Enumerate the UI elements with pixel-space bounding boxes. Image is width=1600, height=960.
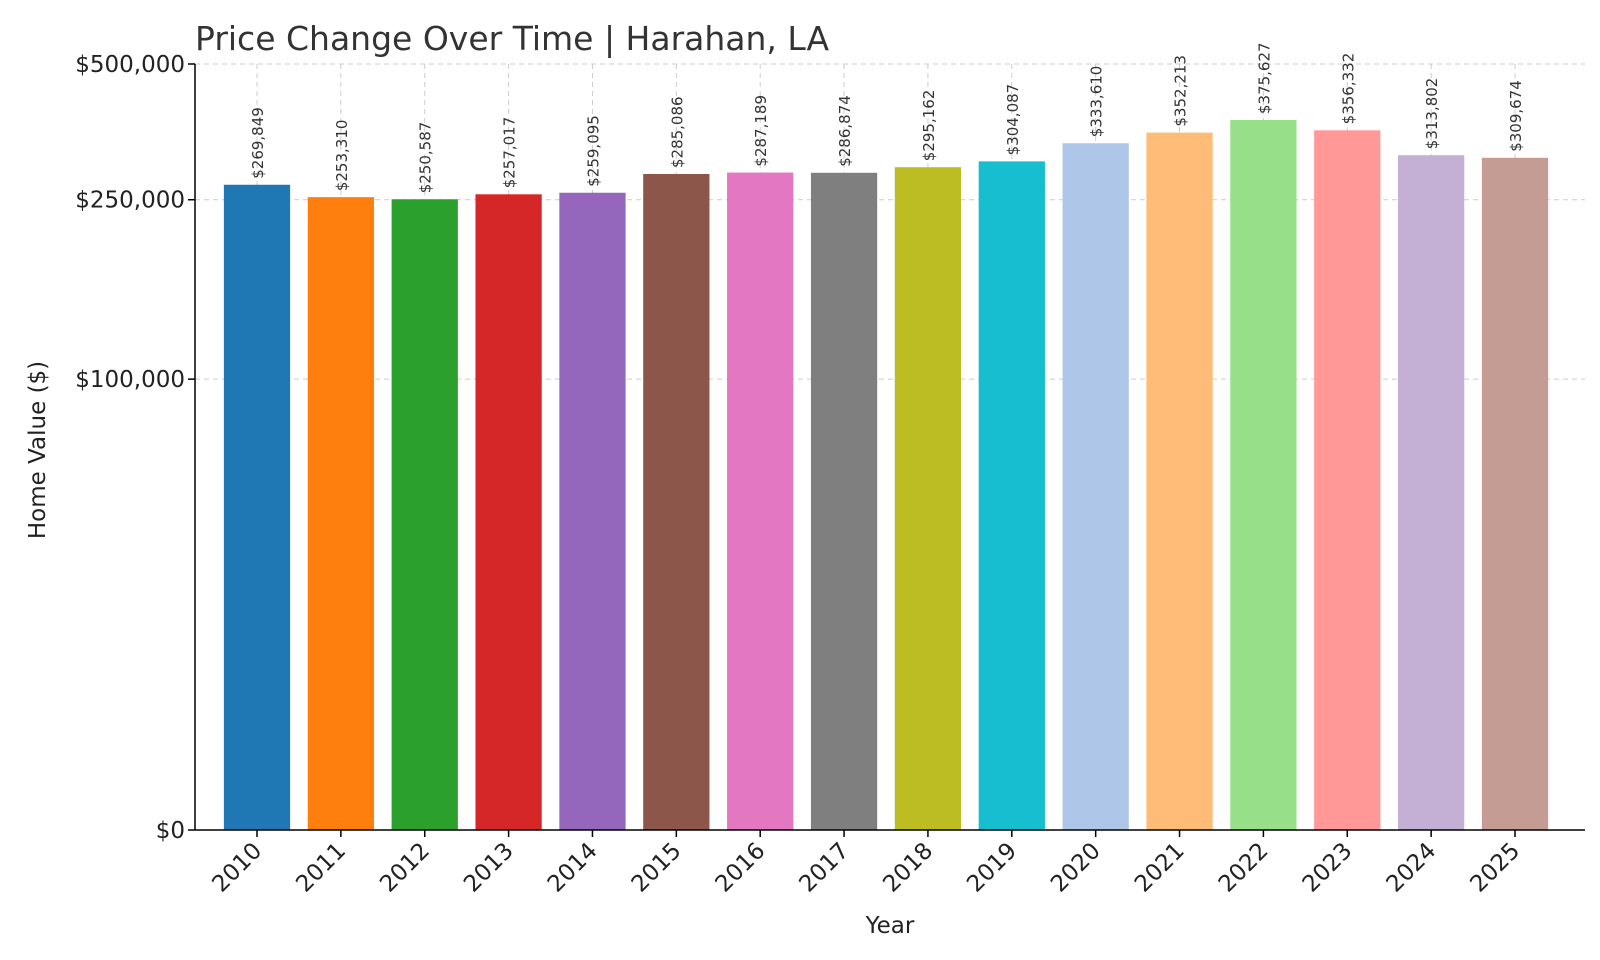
bar-value-label: $250,587 — [417, 122, 435, 194]
bar-2015 — [643, 174, 710, 831]
y-tick-label: $0 — [156, 818, 185, 844]
y-axis-label: Home Value ($) — [25, 361, 51, 539]
bar-2014 — [559, 192, 626, 830]
axes — [194, 64, 1585, 831]
bar-2013 — [475, 194, 542, 831]
x-tick-label: 2025 — [1465, 838, 1525, 898]
bar-2023 — [1314, 130, 1381, 830]
chart-title: Price Change Over Time | Harahan, LA — [195, 19, 830, 58]
x-tick-label: 2018 — [878, 838, 938, 898]
bar-2011 — [307, 197, 374, 830]
x-tick-label: 2012 — [375, 838, 435, 898]
x-tick-label: 2023 — [1298, 838, 1358, 898]
bar-value-label: $259,095 — [584, 115, 602, 187]
x-tick-label: 2015 — [627, 838, 687, 898]
bar-value-label: $333,610 — [1088, 66, 1106, 138]
x-axis-label: Year — [865, 913, 915, 939]
bar-2025 — [1481, 157, 1549, 830]
bar-value-label: $257,017 — [501, 117, 519, 189]
bar-value-label: $309,674 — [1507, 80, 1525, 152]
x-tick-label: 2014 — [543, 838, 603, 898]
bar-value-label: $352,213 — [1172, 55, 1190, 127]
bar-2022 — [1230, 120, 1297, 831]
x-tick-label: 2022 — [1214, 838, 1274, 898]
bar-value-label: $313,802 — [1423, 78, 1441, 150]
y-tick-label: $100,000 — [75, 367, 185, 393]
bar-value-label: $253,310 — [333, 120, 351, 192]
bar-value-label: $295,162 — [920, 90, 938, 162]
bar-2024 — [1398, 155, 1465, 831]
y-axis-ticks: $0 $100,000 $250,000 $500,000 — [75, 52, 195, 844]
bar-2021 — [1146, 132, 1213, 830]
data-labels: $269,849 $253,310 $250,587 $257,017 $259,095… — [249, 42, 1525, 193]
x-tick-label: 2021 — [1130, 838, 1190, 898]
bar-value-label: $287,189 — [752, 95, 770, 167]
x-tick-label: 2019 — [962, 838, 1022, 898]
bar-value-label: $285,086 — [668, 96, 686, 168]
y-tick-label: $500,000 — [75, 52, 185, 78]
bar-2020 — [1062, 143, 1129, 831]
y-tick-label: $250,000 — [75, 188, 185, 214]
x-tick-label: 2024 — [1382, 838, 1442, 898]
bar-2017 — [810, 172, 878, 830]
bar-value-label: $286,874 — [836, 95, 854, 167]
x-tick-label: 2010 — [207, 838, 267, 898]
bar-2016 — [727, 172, 794, 830]
bar-2019 — [978, 161, 1045, 830]
bar-value-label: $269,849 — [249, 107, 267, 179]
x-tick-label: 2013 — [459, 838, 519, 898]
bar-value-label: $304,087 — [1004, 84, 1022, 156]
bar-value-label: $375,627 — [1255, 42, 1273, 114]
x-tick-label: 2011 — [291, 838, 351, 898]
bar-2018 — [894, 167, 962, 830]
bar-2010 — [223, 184, 291, 830]
x-tick-label: 2017 — [795, 838, 855, 898]
bar-2012 — [391, 199, 458, 830]
bar-value-label: $356,332 — [1339, 53, 1357, 125]
x-tick-label: 2020 — [1046, 838, 1106, 898]
x-tick-label: 2016 — [711, 838, 771, 898]
x-axis-ticks: 2010 2011 2012 2013 2014 2015 2016 2017 2018 2019… — [207, 830, 1525, 898]
bars — [223, 120, 1549, 831]
